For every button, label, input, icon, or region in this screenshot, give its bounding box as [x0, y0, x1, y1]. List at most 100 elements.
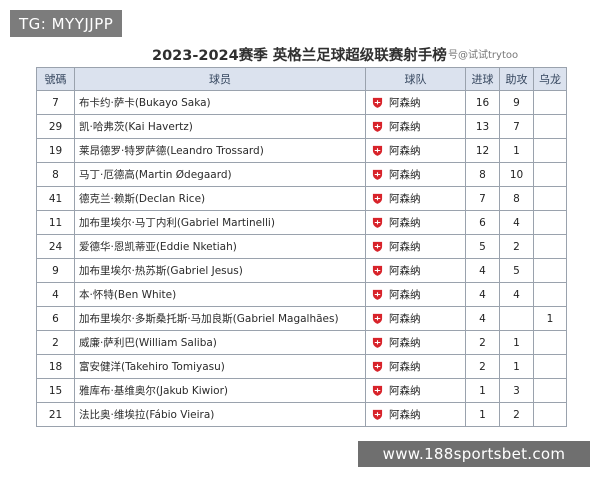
team-name: 阿森纳 [389, 265, 421, 277]
arsenal-crest-icon [372, 169, 383, 180]
player-name-cell: 布卡约·萨卡(Bukayo Saka) [74, 90, 366, 115]
player-number-cell: 24 [36, 234, 75, 259]
table-row: 15 雅库布·基维奥尔(Jakub Kiwior) 阿森纳 1 3 [36, 378, 567, 403]
goals-cell: 4 [465, 258, 500, 283]
team-name: 阿森纳 [389, 289, 421, 301]
team-name: 阿森纳 [389, 97, 421, 109]
team-cell: 阿森纳 [365, 138, 466, 163]
table-row: 4 本·怀特(Ben White) 阿森纳 4 4 [36, 282, 567, 307]
column-header-goals: 进球 [465, 67, 500, 91]
team-name: 阿森纳 [389, 385, 421, 397]
goals-cell: 2 [465, 330, 500, 355]
player-name-cell: 加布里埃尔·马丁内利(Gabriel Martinelli) [74, 210, 366, 235]
player-number-cell: 19 [36, 138, 75, 163]
team-cell: 阿森纳 [365, 282, 466, 307]
table-row: 6 加布里埃尔·多斯桑托斯·马加良斯(Gabriel Magalhães) 阿森纳 4… [36, 306, 567, 331]
table-row: 2 威廉·萨利巴(William Saliba) 阿森纳 2 1 [36, 330, 567, 355]
arsenal-crest-icon [372, 337, 383, 348]
team-cell: 阿森纳 [365, 210, 466, 235]
team-name: 阿森纳 [389, 193, 421, 205]
team-name: 阿森纳 [389, 217, 421, 229]
goals-cell: 1 [465, 378, 500, 403]
team-cell: 阿森纳 [365, 258, 466, 283]
player-name-cell: 雅库布·基维奥尔(Jakub Kiwior) [74, 378, 366, 403]
own-goals-cell [533, 378, 567, 403]
player-name-cell: 富安健洋(Takehiro Tomiyasu) [74, 354, 366, 379]
own-goals-cell [533, 210, 567, 235]
assists-cell: 1 [499, 138, 534, 163]
player-name-cell: 爱德华·恩凯蒂亚(Eddie Nketiah) [74, 234, 366, 259]
arsenal-crest-icon [372, 241, 383, 252]
table-row: 18 富安健洋(Takehiro Tomiyasu) 阿森纳 2 1 [36, 354, 567, 379]
team-cell: 阿森纳 [365, 402, 466, 427]
overlay-tag: TG: MYYJJPP [10, 10, 123, 37]
player-number-cell: 9 [36, 258, 75, 283]
player-name-cell: 德克兰·赖斯(Declan Rice) [74, 186, 366, 211]
arsenal-crest-icon [372, 313, 383, 324]
goals-cell: 2 [465, 354, 500, 379]
goals-cell: 4 [465, 282, 500, 307]
goals-cell: 4 [465, 306, 500, 331]
player-name-cell: 威廉·萨利巴(William Saliba) [74, 330, 366, 355]
own-goals-cell [533, 114, 567, 139]
player-number-cell: 29 [36, 114, 75, 139]
team-cell: 阿森纳 [365, 306, 466, 331]
team-cell: 阿森纳 [365, 186, 466, 211]
assists-cell: 4 [499, 210, 534, 235]
assists-cell: 2 [499, 234, 534, 259]
table-row: 7 布卡约·萨卡(Bukayo Saka) 阿森纳 16 9 [36, 90, 567, 115]
goals-cell: 6 [465, 210, 500, 235]
team-cell: 阿森纳 [365, 354, 466, 379]
player-number-cell: 15 [36, 378, 75, 403]
player-name-cell: 马丁·厄德高(Martin Ødegaard) [74, 162, 366, 187]
arsenal-crest-icon [372, 361, 383, 372]
team-cell: 阿森纳 [365, 162, 466, 187]
column-header-assists: 助攻 [499, 67, 534, 91]
table-row: 41 德克兰·赖斯(Declan Rice) 阿森纳 7 8 [36, 186, 567, 211]
assists-cell: 2 [499, 402, 534, 427]
goals-cell: 1 [465, 402, 500, 427]
table-row: 9 加布里埃尔·热苏斯(Gabriel Jesus) 阿森纳 4 5 [36, 258, 567, 283]
team-name: 阿森纳 [389, 121, 421, 133]
table-row: 8 马丁·厄德高(Martin Ødegaard) 阿森纳 8 10 [36, 162, 567, 187]
arsenal-crest-icon [372, 193, 383, 204]
arsenal-crest-icon [372, 385, 383, 396]
column-header-player: 球员 [74, 67, 366, 91]
own-goals-cell [533, 234, 567, 259]
player-name-cell: 凯·哈弗茨(Kai Havertz) [74, 114, 366, 139]
team-name: 阿森纳 [389, 241, 421, 253]
player-name-cell: 加布里埃尔·热苏斯(Gabriel Jesus) [74, 258, 366, 283]
player-number-cell: 21 [36, 402, 75, 427]
arsenal-crest-icon [372, 145, 383, 156]
assists-cell: 1 [499, 330, 534, 355]
team-name: 阿森纳 [389, 409, 421, 421]
assists-cell: 9 [499, 90, 534, 115]
column-header-team: 球队 [365, 67, 466, 91]
table-header-row: 號碼 球员 球队 进球 助攻 乌龙 [36, 67, 567, 91]
own-goals-cell [533, 138, 567, 163]
assists-cell: 7 [499, 114, 534, 139]
team-name: 阿森纳 [389, 169, 421, 181]
goals-cell: 13 [465, 114, 500, 139]
table-row: 24 爱德华·恩凯蒂亚(Eddie Nketiah) 阿森纳 5 2 [36, 234, 567, 259]
scoring-sheet: 2023-2024赛季 英格兰足球超级联赛射手榜 号@试试trytoo 號碼 球… [36, 40, 567, 440]
player-name-cell: 法比奥·维埃拉(Fábio Vieira) [74, 402, 366, 427]
own-goals-cell [533, 162, 567, 187]
own-goals-cell [533, 90, 567, 115]
assists-cell: 4 [499, 282, 534, 307]
footer-url-banner: www.188sportsbet.com [358, 441, 590, 467]
goals-cell: 12 [465, 138, 500, 163]
goals-cell: 8 [465, 162, 500, 187]
source-watermark: 号@试试trytoo [448, 50, 519, 61]
team-name: 阿森纳 [389, 145, 421, 157]
team-cell: 阿森纳 [365, 330, 466, 355]
player-number-cell: 11 [36, 210, 75, 235]
column-header-own-goals: 乌龙 [533, 67, 567, 91]
player-number-cell: 18 [36, 354, 75, 379]
assists-cell: 10 [499, 162, 534, 187]
assists-cell: 5 [499, 258, 534, 283]
own-goals-cell [533, 330, 567, 355]
table-row: 11 加布里埃尔·马丁内利(Gabriel Martinelli) 阿森纳 6 4 [36, 210, 567, 235]
column-header-number: 號碼 [36, 67, 75, 91]
player-name-cell: 本·怀特(Ben White) [74, 282, 366, 307]
